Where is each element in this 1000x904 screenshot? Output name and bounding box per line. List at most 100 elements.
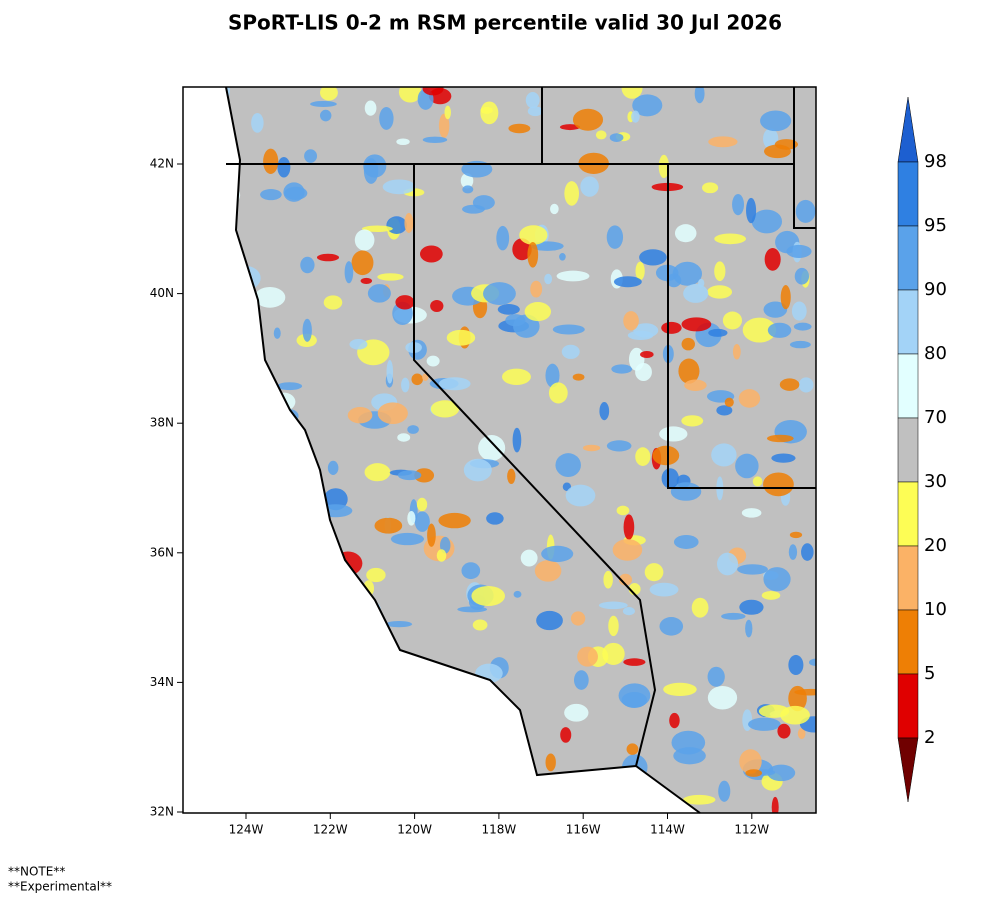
- field-patch: [683, 283, 709, 303]
- field-patch: [621, 87, 643, 99]
- field-patch: [483, 701, 492, 717]
- field-patch: [746, 197, 757, 224]
- field-patch: [525, 92, 540, 109]
- field-patch: [735, 453, 759, 479]
- field-patch: [226, 759, 254, 777]
- field-patch: [379, 107, 394, 130]
- field-patch: [323, 295, 343, 310]
- field-patch: [661, 321, 682, 334]
- field-patch: [377, 273, 404, 281]
- field-patch: [707, 666, 725, 687]
- lat-label: 32N: [150, 805, 174, 819]
- field-patch: [702, 182, 719, 194]
- field-patch: [374, 517, 403, 534]
- field-patch: [640, 350, 654, 358]
- field-patch: [507, 468, 516, 484]
- field-patch: [463, 458, 492, 482]
- field-patch: [398, 692, 406, 718]
- field-patch: [608, 615, 619, 637]
- field-patch: [444, 105, 451, 120]
- field-patch: [565, 484, 596, 507]
- field-patch: [320, 87, 338, 101]
- field-patch: [209, 457, 222, 476]
- field-patch: [572, 373, 585, 381]
- field-patch: [422, 136, 448, 144]
- field-patch: [169, 402, 203, 412]
- field-patch: [767, 322, 792, 338]
- field-patch: [414, 511, 430, 532]
- field-patch: [440, 536, 451, 554]
- field-patch: [618, 573, 633, 586]
- field-patch: [386, 216, 407, 234]
- field-patch: [414, 784, 427, 793]
- field-patch: [226, 621, 242, 644]
- field-patch: [227, 689, 261, 696]
- lon-label: 124W: [229, 823, 264, 837]
- field-patch: [320, 720, 336, 731]
- field-patch: [555, 453, 581, 478]
- field-patch: [764, 247, 781, 271]
- colorbar-box: [897, 417, 919, 483]
- field-patch: [711, 443, 737, 467]
- field-patch: [226, 354, 233, 379]
- field-patch: [777, 723, 791, 739]
- field-patch: [304, 149, 318, 163]
- field-patch: [232, 589, 246, 610]
- field-patch: [236, 442, 251, 467]
- field-patch: [396, 138, 410, 146]
- field-patch: [580, 176, 599, 197]
- field-patch: [233, 348, 266, 359]
- field-patch: [510, 794, 541, 813]
- field-patch: [789, 340, 811, 349]
- field-patch: [226, 791, 248, 810]
- field-patch: [451, 764, 478, 779]
- field-patch: [327, 460, 339, 475]
- field-patch: [760, 110, 792, 132]
- field-patch: [385, 621, 413, 628]
- field-patch: [173, 450, 197, 460]
- field-patch: [556, 270, 590, 282]
- field-patch: [395, 295, 415, 310]
- field-patch: [694, 87, 705, 104]
- field-patch: [316, 253, 340, 262]
- field-patch: [414, 468, 435, 483]
- field-patch: [351, 250, 374, 276]
- field-patch: [788, 685, 807, 712]
- field-patch: [480, 106, 493, 114]
- field-patch: [497, 304, 520, 315]
- field-patch: [758, 704, 790, 718]
- field-patch: [438, 377, 471, 391]
- field-patch: [741, 508, 762, 518]
- colorbar-label: 20: [924, 535, 947, 556]
- field-patch: [228, 265, 261, 291]
- field-patch: [751, 209, 783, 234]
- field-patch: [513, 590, 522, 598]
- field-patch: [771, 796, 779, 813]
- field-patch: [732, 193, 745, 216]
- field-patch: [347, 622, 371, 641]
- field-patch: [226, 540, 242, 555]
- field-patch: [691, 597, 709, 618]
- field-patch: [659, 617, 684, 636]
- field-patch: [577, 646, 598, 667]
- field-patch: [418, 722, 439, 741]
- field-patch: [714, 233, 746, 245]
- field-patch: [399, 743, 416, 760]
- colorbar-box: [897, 161, 919, 227]
- field-patch: [277, 382, 303, 391]
- field-patch: [411, 373, 423, 386]
- field-patch: [180, 100, 212, 107]
- field-patch: [530, 280, 543, 298]
- field-patch: [779, 378, 800, 391]
- field-patch: [360, 277, 373, 284]
- field-patch: [370, 702, 378, 713]
- field-patch: [352, 777, 379, 800]
- field-patch: [766, 434, 794, 443]
- field-patch: [335, 608, 354, 620]
- field-patch: [483, 282, 516, 305]
- field-patch: [306, 707, 336, 719]
- field-patch: [367, 284, 391, 303]
- lat-label: 34N: [150, 675, 174, 689]
- field-patch: [308, 538, 338, 551]
- field-patch: [283, 434, 290, 461]
